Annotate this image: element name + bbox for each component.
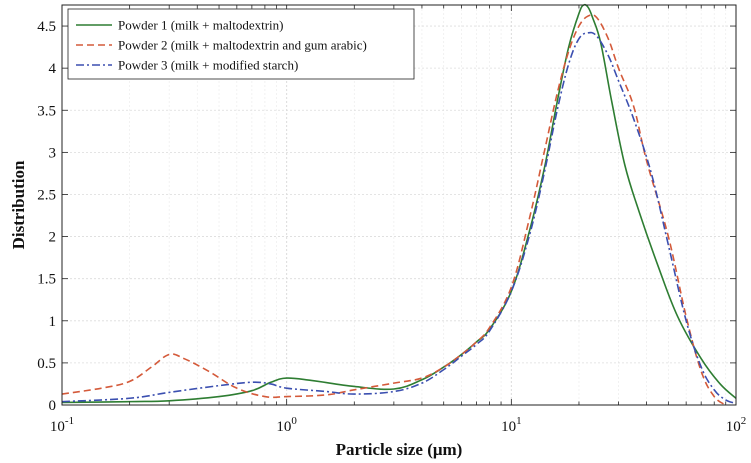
- x-tick-label: 101: [501, 415, 522, 435]
- axis-ticks: [61, 5, 737, 406]
- x-tick-labels: 10-1 100 101 102: [50, 415, 746, 435]
- y-tick-label: 3.5: [37, 103, 56, 119]
- series-line-powder-1: [61, 3, 737, 404]
- series-lines: [61, 3, 737, 406]
- x-axis-title: Particle size (μm): [336, 440, 463, 459]
- plot-frame: [61, 4, 737, 406]
- series-line-powder-2: [61, 13, 727, 406]
- y-tick-label: 3: [49, 145, 57, 161]
- y-tick-label: 1: [49, 314, 57, 330]
- y-tick-label: 0.5: [37, 356, 56, 372]
- y-tick-label: 2: [49, 230, 57, 246]
- y-tick-label: 4: [49, 61, 57, 77]
- x-tick-label: 10-1: [50, 415, 74, 435]
- x-tick-label: 102: [726, 415, 747, 435]
- legend-box: [67, 8, 415, 80]
- legend: Powder 1 (milk + maltodextrin) Powder 2 (…: [67, 8, 415, 80]
- grid: [61, 5, 737, 406]
- y-tick-label: 0: [49, 398, 57, 414]
- legend-label-powder-2: Powder 2 (milk + maltodextrin and gum ar…: [118, 38, 367, 53]
- x-tick-label: 100: [276, 415, 297, 435]
- legend-label-powder-3: Powder 3 (milk + modified starch): [118, 58, 298, 73]
- legend-label-powder-1: Powder 1 (milk + maltodextrin): [118, 18, 283, 33]
- y-tick-label: 1.5: [37, 272, 56, 288]
- series-line-powder-3: [61, 31, 737, 405]
- y-tick-labels: 0 0.5 1 1.5 2 2.5 3 3.5 4 4.5: [37, 19, 56, 414]
- y-tick-label: 4.5: [37, 19, 56, 35]
- y-axis-title: Distribution: [9, 160, 28, 249]
- y-tick-label: 2.5: [37, 187, 56, 203]
